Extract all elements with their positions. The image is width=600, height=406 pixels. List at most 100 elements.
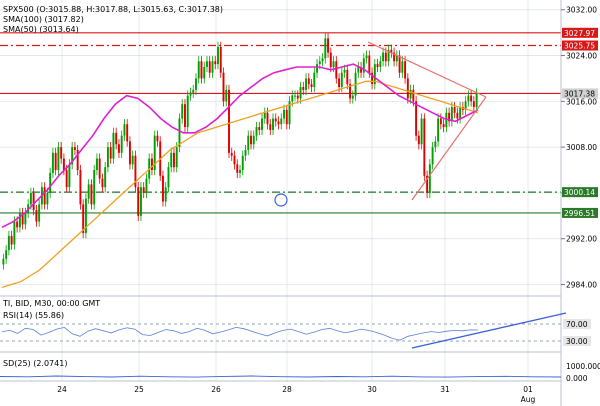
candle-body	[442, 124, 445, 128]
candle-body	[448, 112, 451, 122]
candle-body	[79, 170, 82, 205]
candle-body	[49, 172, 52, 193]
candle-body	[423, 118, 426, 176]
candle-body	[217, 46, 219, 65]
candle-body	[87, 184, 90, 199]
candle-body	[450, 107, 453, 122]
triangle-pattern[interactable]	[367, 41, 487, 201]
candle-body	[60, 147, 63, 159]
rsi-panel-header: TI, BID, M30, 00:00 GMT	[2, 299, 100, 308]
candle-body	[428, 164, 431, 193]
candle-body	[329, 52, 332, 67]
candle-body	[390, 49, 393, 53]
candle-body	[382, 52, 385, 62]
candle-body	[128, 141, 131, 165]
candle-body	[247, 135, 250, 150]
candle-body	[123, 124, 126, 136]
candle-body	[145, 178, 148, 193]
candle-body	[266, 112, 269, 125]
candle-body	[82, 204, 85, 234]
triangle-lower-line[interactable]	[411, 96, 487, 201]
candle-body	[43, 187, 46, 205]
candle-body	[401, 61, 404, 73]
candle-body	[211, 61, 214, 73]
candle-body	[142, 187, 145, 193]
candle-body	[137, 187, 140, 216]
candle-body	[16, 221, 19, 228]
candle-body	[285, 109, 288, 125]
candle-body	[415, 101, 418, 136]
candle-body	[161, 175, 164, 202]
candle-body	[393, 52, 396, 62]
candle-body	[324, 38, 327, 59]
candle-body	[398, 55, 401, 73]
sma50-legend: SMA(50) (3013.64)	[3, 25, 79, 34]
candle-body	[456, 112, 459, 119]
cursor-marker[interactable]	[274, 193, 288, 207]
candle-body	[54, 152, 57, 171]
candle-body	[101, 178, 104, 188]
candle-body	[219, 46, 222, 73]
time-tick-label: 30	[367, 385, 377, 394]
candle-body	[228, 89, 230, 153]
candle-body	[269, 124, 272, 130]
candle-body	[29, 192, 32, 205]
candle-body	[310, 84, 313, 88]
triangle-upper-line[interactable]	[367, 41, 487, 98]
candle-body	[46, 192, 49, 205]
level-tag	[562, 88, 598, 99]
candle-body	[206, 61, 208, 67]
candle-body	[263, 112, 266, 119]
time-tick-label: 31	[440, 385, 450, 394]
candle-body	[192, 89, 195, 93]
candle-body	[316, 64, 319, 73]
rsi-trendline[interactable]	[411, 312, 567, 349]
candle-body	[294, 95, 296, 97]
candle-body	[283, 109, 285, 119]
candle-body	[379, 61, 382, 67]
candle-body	[90, 184, 93, 205]
candle-body	[241, 155, 244, 171]
candle-body	[412, 89, 415, 102]
horizontal-levels	[0, 32, 561, 214]
candle-body	[431, 147, 434, 165]
time-tick-month: Aug	[521, 395, 536, 404]
level-tag	[562, 187, 598, 198]
candle-body	[305, 78, 307, 90]
candle-body	[321, 58, 324, 62]
candle-body	[10, 235, 13, 245]
candle-body	[184, 104, 186, 128]
candle-body	[404, 61, 407, 79]
price-tick-label: 3008.00	[566, 143, 597, 152]
candle-body	[98, 158, 101, 179]
candle-body	[417, 135, 420, 145]
candle-body	[189, 92, 192, 96]
candle-body	[214, 61, 217, 65]
candle-body	[173, 152, 175, 168]
sd-label: SD(25) (2.0741)	[3, 359, 67, 368]
candle-body	[120, 135, 123, 153]
candle-body	[318, 61, 321, 65]
time-tick-label: 26	[211, 385, 221, 394]
candle-body	[475, 93, 478, 108]
candle-body	[104, 167, 107, 188]
candle-body	[274, 118, 277, 122]
candle-body	[272, 118, 274, 130]
candle-body	[362, 58, 365, 73]
candle-body	[258, 127, 261, 130]
candle-body	[360, 66, 363, 73]
candle-body	[203, 66, 206, 79]
candle-body	[459, 107, 462, 119]
grid-lines	[0, 0, 561, 381]
candle-body	[332, 61, 335, 67]
candle-body	[296, 95, 299, 99]
candle-body	[13, 221, 16, 245]
level-tag-label: 3000.14	[564, 188, 595, 197]
level-tag-label: 3025.75	[564, 42, 595, 51]
candle-body	[150, 158, 153, 171]
price-tick-label: 3016.00	[566, 97, 597, 106]
candle-body	[225, 89, 228, 102]
candle-body	[299, 87, 302, 99]
candle-body	[239, 170, 241, 173]
